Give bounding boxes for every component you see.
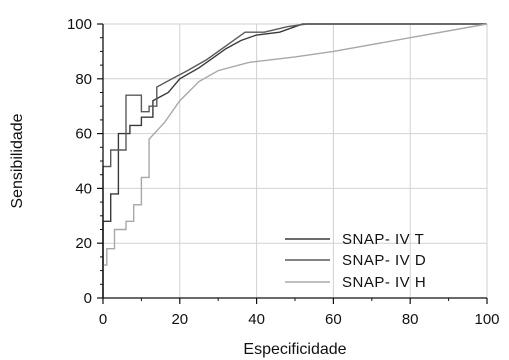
ticks: 0 20 40 60 80 100 0 20 40 60 80 100 [67, 16, 500, 328]
x-tick-label-0: 0 [99, 311, 107, 328]
legend-label-snap-iv-t: SNAP- IV T [342, 231, 424, 248]
x-tick-label-80: 80 [402, 311, 419, 328]
x-tick-label-100: 100 [474, 311, 499, 328]
legend-label-snap-iv-h: SNAP- IV H [342, 274, 426, 291]
axes [102, 24, 487, 299]
y-tick-label-80: 80 [75, 71, 92, 88]
y-tick-label-40: 40 [75, 180, 92, 197]
series-line-snap-iv-d [102, 23, 487, 298]
series-line-snap-iv-t [102, 23, 487, 298]
x-axis-title: Especificidade [243, 341, 346, 358]
y-tick-label-20: 20 [75, 235, 92, 252]
legend-label-snap-iv-d: SNAP- IV D [342, 252, 426, 269]
x-tick-label-40: 40 [248, 311, 265, 328]
grid [103, 23, 488, 298]
y-tick-label-100: 100 [67, 16, 92, 33]
y-tick-label-0: 0 [84, 290, 92, 307]
x-tick-label-60: 60 [325, 311, 342, 328]
y-axis-title: Sensibilidade [9, 113, 26, 208]
x-tick-label-20: 20 [171, 311, 188, 328]
series-line-snap-iv-h [102, 23, 488, 298]
series-lines [102, 23, 488, 298]
legend: SNAP- IV T SNAP- IV D SNAP- IV H [285, 231, 426, 291]
y-tick-label-60: 60 [75, 126, 92, 143]
